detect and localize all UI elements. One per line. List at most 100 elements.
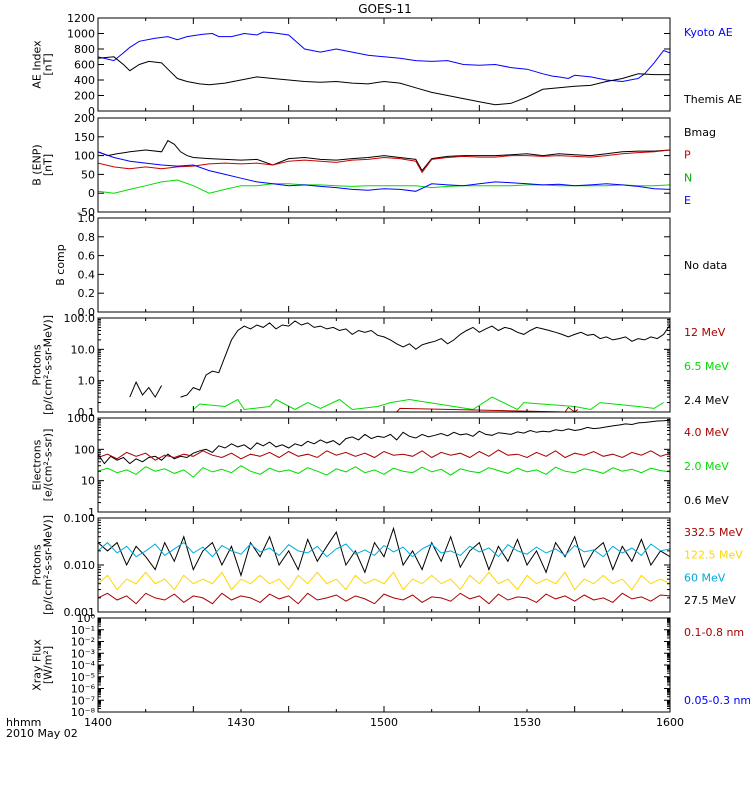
series-ae-1 — [98, 56, 670, 106]
ytick-label-protons_low-3: 100.0 — [64, 312, 96, 325]
series-ae-0 — [98, 31, 670, 83]
ytick-label-protons_high-0: 0.001 — [64, 606, 96, 619]
ytick-label-bfield-1: 0 — [88, 187, 95, 200]
panel-frame-xray — [97, 617, 671, 713]
ytick-label-bfield-4: 150 — [74, 131, 95, 144]
ytick-label-protons_low-0: 0.1 — [78, 406, 96, 419]
ylabel-xray-1: [W/m²] — [42, 646, 55, 684]
ytick-label-bcomp-5: 1.0 — [78, 212, 96, 225]
ytick-label-protons_low-1: 1.0 — [78, 375, 96, 388]
ylabel-protons_high-0: Protons — [31, 544, 44, 585]
panel-electrons: 1 10 100 1000 Electrons[e/(cm²-s-sr)] 4.0 MeV… — [31, 412, 730, 519]
ylabel-protons_low-0: Protons — [31, 344, 44, 385]
series-electrons-2 — [98, 465, 670, 478]
ytick-label-ae-4: 800 — [74, 43, 95, 56]
ytick-label-xray-1: 10⁻⁷ — [71, 694, 95, 707]
legend-protons_high-3: 27.5 MeV — [684, 594, 736, 607]
panel-frame-electrons — [97, 417, 671, 513]
legend-protons_low-1: 6.5 MeV — [684, 360, 729, 373]
ytick-label-ae-3: 600 — [74, 59, 95, 72]
panel-bcomp: 0.0 0.2 0.4 0.6 0.8 1.0 B comp No data — [54, 212, 727, 319]
panel-frame-bcomp — [97, 217, 671, 313]
series-protons_low-2 — [396, 406, 579, 412]
legend-protons_low-2: 2.4 MeV — [684, 394, 729, 407]
legend-bfield-2: N — [684, 171, 692, 184]
ytick-label-xray-8: 10⁰ — [77, 612, 96, 625]
panel-frame-protons_high — [97, 517, 671, 613]
series-protons_low-1 — [192, 396, 664, 411]
legend-protons_high-0: 332.5 MeV — [684, 526, 743, 539]
ytick-label-electrons-3: 1000 — [67, 412, 95, 425]
series-bfield-0 — [98, 139, 670, 172]
ytick-label-bcomp-4: 0.8 — [78, 231, 96, 244]
ytick-label-xray-0: 10⁻⁸ — [71, 706, 96, 719]
ytick-label-xray-3: 10⁻⁵ — [71, 671, 95, 684]
ylabel-bcomp-0: B comp — [54, 244, 67, 286]
legend-bfield-1: P — [684, 149, 691, 162]
ylabel-protons_low-1: [p/(cm²-s-sr-MeV)] — [42, 315, 55, 415]
series-protons_high-0 — [98, 526, 670, 578]
figure-title: GOES-11 — [358, 2, 412, 16]
ytick-label-xray-2: 10⁻⁶ — [71, 683, 96, 696]
panel-frame-bfield — [97, 117, 671, 213]
panel-protons_high: 0.001 0.010 0.100 Protons[p/(cm²-s-sr-MeV)]… — [31, 512, 744, 619]
ytick-label-bcomp-0: 0.0 — [78, 306, 96, 319]
x-axis: 1400 1430 1500 1530 1600 — [84, 716, 684, 729]
legend-electrons-0: 4.0 MeV — [684, 426, 729, 439]
ytick-label-bcomp-2: 0.4 — [78, 268, 96, 281]
series-electrons-0 — [98, 419, 670, 465]
panel-frame-protons_low — [97, 317, 671, 413]
series-protons_low-0 — [129, 320, 670, 399]
ytick-label-electrons-2: 100 — [74, 443, 95, 456]
panel-bfield: -50 0 50 100 150 200 B (ENP)[nT] Bmag PNE — [31, 112, 717, 219]
ytick-label-ae-6: 1200 — [67, 12, 95, 25]
date-label: 2010 May 02 — [6, 727, 78, 740]
ytick-label-bfield-5: 200 — [74, 112, 95, 125]
series-electrons-1 — [98, 449, 670, 461]
legend-bcomp-0: No data — [684, 259, 727, 272]
ytick-label-bcomp-3: 0.6 — [78, 250, 96, 263]
xtick-label-4: 1600 — [656, 716, 684, 729]
panel-frame-ae — [97, 17, 671, 112]
time-format-label: hhmm — [6, 716, 41, 729]
legend-bfield-3: E — [684, 194, 691, 207]
ylabel-xray-0: Xray Flux — [31, 639, 44, 691]
ylabel-ae-1: [nT] — [42, 53, 55, 75]
ytick-label-ae-1: 200 — [74, 90, 95, 103]
panel-protons_low: 0.1 1.0 10.0 100.0 Protons[p/(cm²-s-sr-MeV)]… — [31, 312, 730, 419]
legend-protons_low-0: 12 MeV — [684, 326, 726, 339]
ytick-label-ae-2: 400 — [74, 74, 95, 87]
legend-electrons-2: 0.6 MeV — [684, 494, 729, 507]
legend-ae-1: Themis AE — [683, 93, 742, 106]
ytick-label-bfield-3: 100 — [74, 150, 95, 163]
ytick-label-protons_high-1: 0.010 — [64, 559, 96, 572]
legend-ae-0: Kyoto AE — [684, 26, 733, 39]
ytick-label-bfield-2: 50 — [81, 168, 95, 181]
ytick-label-protons_low-2: 10.0 — [71, 343, 96, 356]
series-protons_high-2 — [98, 571, 670, 591]
ytick-label-bfield-0: -50 — [77, 206, 95, 219]
panel-ae: 0 200 400 600 800 1000 1200 AE Index[nT] Kyoto A… — [31, 12, 742, 118]
xtick-label-3: 1530 — [513, 716, 541, 729]
ytick-label-protons_high-2: 0.100 — [64, 512, 96, 525]
series-protons_high-1 — [98, 541, 670, 558]
ytick-label-bcomp-1: 0.2 — [78, 287, 96, 300]
series-protons_high-3 — [98, 592, 670, 605]
xtick-label-1: 1430 — [227, 716, 255, 729]
ytick-label-xray-5: 10⁻³ — [71, 647, 95, 660]
ylabel-electrons-0: Electrons — [31, 439, 44, 490]
ytick-label-ae-5: 1000 — [67, 28, 95, 41]
ytick-label-xray-6: 10⁻² — [71, 636, 95, 649]
legend-protons_high-2: 60 MeV — [684, 571, 726, 584]
ylabel-electrons-1: [e/(cm²-s-sr)] — [42, 429, 55, 502]
ytick-label-ae-0: 0 — [88, 105, 95, 118]
series-bfield-2 — [98, 179, 670, 194]
ytick-label-electrons-1: 10 — [81, 475, 95, 488]
ylabel-bfield-1: [nT] — [42, 154, 55, 176]
legend-xray-1: 0.05-0.3 nm — [684, 694, 750, 707]
ylabel-protons_high-1: [p/(cm²-s-sr-MeV)] — [42, 515, 55, 615]
legend-protons_high-1: 122.5 MeV — [684, 549, 743, 562]
